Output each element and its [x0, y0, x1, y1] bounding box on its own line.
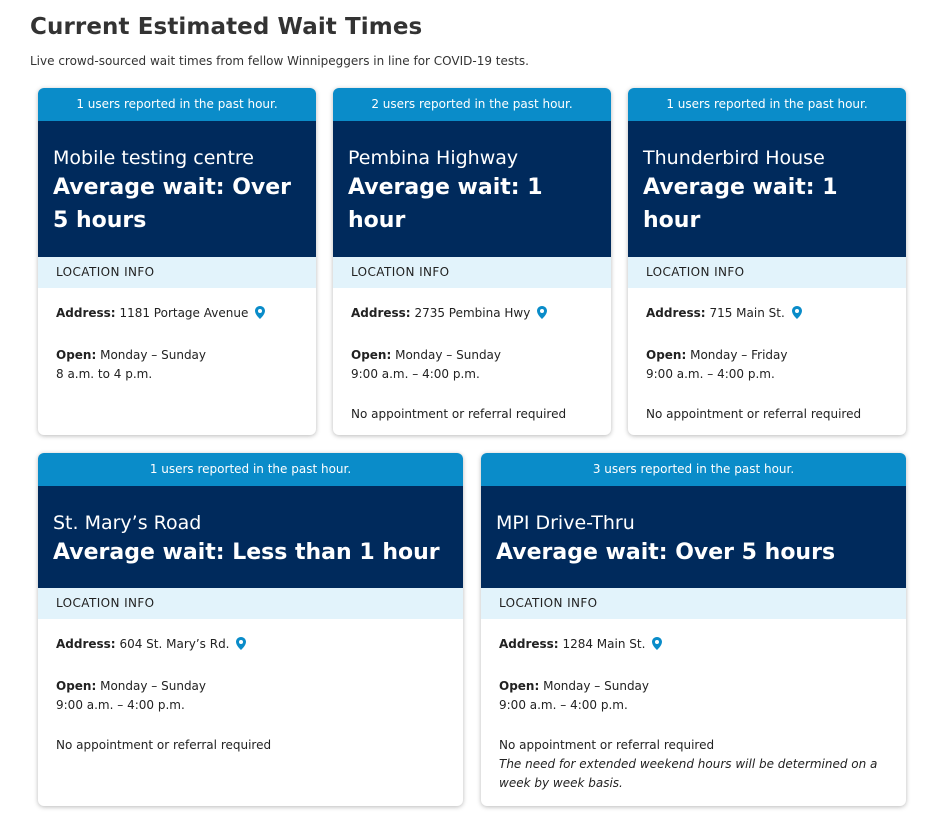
open-times: 9:00 a.m. – 4:00 p.m.	[351, 367, 480, 381]
location-card-mobile-testing-centre: 1 users reported in the past hour. Mobil…	[38, 88, 316, 435]
open-days: Monday – Sunday	[100, 679, 207, 693]
address-label: Address:	[499, 637, 559, 651]
address-value: 604 St. Mary’s Rd.	[119, 637, 230, 651]
location-name: St. Mary’s Road	[53, 512, 202, 534]
location-info-label: LOCATION INFO	[481, 588, 906, 619]
average-wait: Average wait: Over 5 hours	[53, 175, 292, 233]
address-label: Address:	[351, 306, 411, 320]
location-card-thunderbird-house: 1 users reported in the past hour. Thund…	[628, 88, 906, 435]
address-value: 2735 Pembina Hwy	[414, 306, 531, 320]
open-times: 8 a.m. to 4 p.m.	[56, 367, 153, 381]
address-label: Address:	[56, 306, 116, 320]
reports-banner: 1 users reported in the past hour.	[38, 88, 316, 121]
map-pin-icon[interactable]	[537, 306, 548, 325]
card-body: Address: 1181 Portage Avenue Open: Monda…	[38, 288, 316, 384]
average-wait: Average wait: Less than 1 hour	[53, 540, 440, 565]
location-info-label: LOCATION INFO	[38, 257, 316, 288]
card-body: Address: 1284 Main St. Open: Monday – Su…	[481, 619, 906, 793]
map-pin-icon[interactable]	[791, 306, 802, 325]
location-info-label: LOCATION INFO	[38, 588, 463, 619]
address-row: Address: 1181 Portage Avenue	[56, 304, 298, 325]
open-hours: Open: Monday – Sunday 8 a.m. to 4 p.m.	[56, 346, 298, 384]
card-header: St. Mary’s Road Average wait: Less than …	[38, 486, 463, 588]
open-label: Open:	[56, 348, 97, 362]
card-body: Address: 2735 Pembina Hwy Open: Monday –…	[333, 288, 611, 424]
location-info-label: LOCATION INFO	[628, 257, 906, 288]
map-pin-icon[interactable]	[236, 637, 247, 656]
card-header: MPI Drive-Thru Average wait: Over 5 hour…	[481, 486, 906, 588]
address-label: Address:	[56, 637, 116, 651]
weekend-hours-note: The need for extended weekend hours will…	[499, 757, 878, 790]
reports-banner: 1 users reported in the past hour.	[628, 88, 906, 121]
address-row: Address: 604 St. Mary’s Rd.	[56, 635, 445, 656]
location-info-label: LOCATION INFO	[333, 257, 611, 288]
address-row: Address: 1284 Main St.	[499, 635, 888, 656]
no-appointment-note: No appointment or referral required	[499, 738, 715, 752]
open-days: Monday – Sunday	[395, 348, 502, 362]
open-days: Monday – Sunday	[100, 348, 207, 362]
card-body: Address: 604 St. Mary’s Rd. Open: Monday…	[38, 619, 463, 755]
open-hours: Open: Monday – Sunday 9:00 a.m. – 4:00 p…	[499, 677, 888, 715]
card-header: Pembina Highway Average wait: 1 hour	[333, 121, 611, 257]
open-times: 9:00 a.m. – 4:00 p.m.	[499, 698, 628, 712]
no-appointment-note: No appointment or referral required	[351, 407, 567, 421]
average-wait: Average wait: Over 5 hours	[496, 540, 836, 565]
card-header: Mobile testing centre Average wait: Over…	[38, 121, 316, 257]
location-name: Pembina Highway	[348, 147, 519, 169]
open-hours: Open: Monday – Friday 9:00 a.m. – 4:00 p…	[646, 346, 888, 384]
open-label: Open:	[56, 679, 97, 693]
address-value: 1284 Main St.	[562, 637, 646, 651]
address-value: 1181 Portage Avenue	[119, 306, 249, 320]
open-label: Open:	[351, 348, 392, 362]
open-label: Open:	[499, 679, 540, 693]
card-header: Thunderbird House Average wait: 1 hour	[628, 121, 906, 257]
open-hours: Open: Monday – Sunday 9:00 a.m. – 4:00 p…	[351, 346, 593, 384]
average-wait: Average wait: 1 hour	[643, 175, 838, 233]
location-card-pembina-highway: 2 users reported in the past hour. Pembi…	[333, 88, 611, 435]
address-row: Address: 715 Main St.	[646, 304, 888, 325]
open-times: 9:00 a.m. – 4:00 p.m.	[646, 367, 775, 381]
no-appointment-note: No appointment or referral required	[56, 738, 272, 752]
reports-banner: 3 users reported in the past hour.	[481, 453, 906, 486]
open-label: Open:	[646, 348, 687, 362]
no-appointment-note: No appointment or referral required	[646, 407, 862, 421]
map-pin-icon[interactable]	[255, 306, 266, 325]
page-title: Current Estimated Wait Times	[30, 14, 423, 40]
address-label: Address:	[646, 306, 706, 320]
average-wait: Average wait: 1 hour	[348, 175, 543, 233]
location-name: Thunderbird House	[643, 147, 825, 169]
address-row: Address: 2735 Pembina Hwy	[351, 304, 593, 325]
page-subtitle: Live crowd-sourced wait times from fello…	[30, 54, 529, 68]
location-card-st-marys-road: 1 users reported in the past hour. St. M…	[38, 453, 463, 806]
open-times: 9:00 a.m. – 4:00 p.m.	[56, 698, 185, 712]
location-name: MPI Drive-Thru	[496, 512, 635, 534]
map-pin-icon[interactable]	[652, 637, 663, 656]
reports-banner: 1 users reported in the past hour.	[38, 453, 463, 486]
location-card-mpi-drive-thru: 3 users reported in the past hour. MPI D…	[481, 453, 906, 806]
location-name: Mobile testing centre	[53, 147, 254, 169]
card-body: Address: 715 Main St. Open: Monday – Fri…	[628, 288, 906, 424]
open-days: Monday – Sunday	[543, 679, 650, 693]
open-hours: Open: Monday – Sunday 9:00 a.m. – 4:00 p…	[56, 677, 445, 715]
open-days: Monday – Friday	[690, 348, 788, 362]
address-value: 715 Main St.	[709, 306, 785, 320]
reports-banner: 2 users reported in the past hour.	[333, 88, 611, 121]
